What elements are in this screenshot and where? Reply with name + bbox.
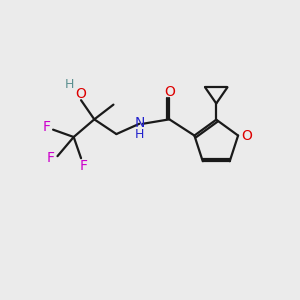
Text: F: F (80, 159, 88, 172)
Text: O: O (76, 87, 86, 101)
Text: F: F (47, 151, 55, 165)
Text: F: F (43, 120, 51, 134)
Text: H: H (64, 77, 74, 91)
Text: O: O (164, 85, 175, 99)
Text: O: O (241, 128, 252, 142)
Text: H: H (135, 128, 144, 142)
Text: N: N (134, 116, 145, 130)
